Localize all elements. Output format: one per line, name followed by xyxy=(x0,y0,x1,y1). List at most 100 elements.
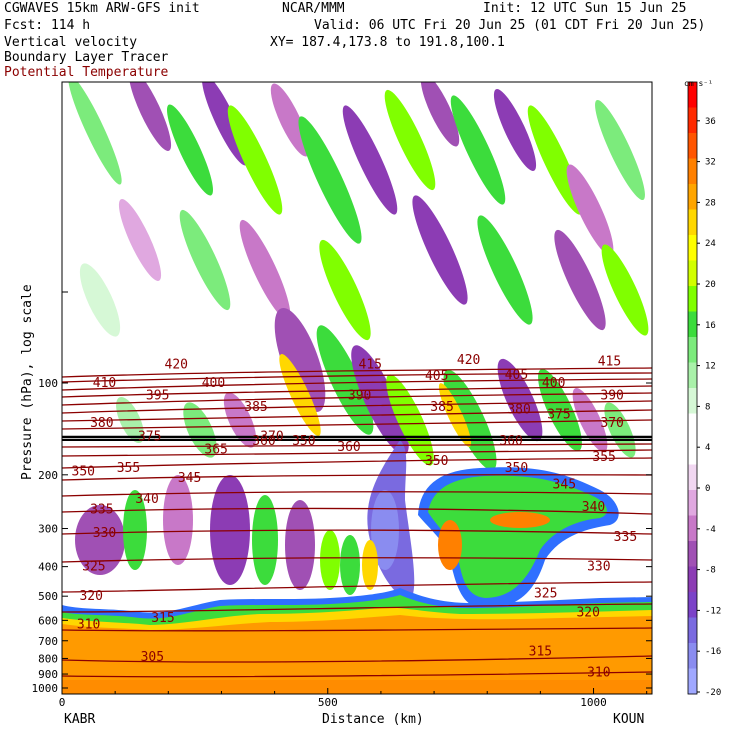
downdraft-band xyxy=(270,83,310,157)
x-tick-label: 1000 xyxy=(580,696,607,709)
downdraft-band xyxy=(128,82,172,152)
x-axis-label: Distance (km) xyxy=(322,712,424,727)
isentrope xyxy=(62,392,652,406)
theta-label: 370 xyxy=(260,430,283,445)
colorbar-tick-label: 20 xyxy=(705,280,716,290)
updraft-core xyxy=(438,383,472,447)
theta-label: 390 xyxy=(348,389,371,404)
updraft-band xyxy=(450,95,506,205)
updraft-lobe xyxy=(320,530,340,590)
y-tick-label: 800 xyxy=(38,652,58,665)
colorbar-swatch xyxy=(688,82,697,108)
y-tick-label: 600 xyxy=(38,614,58,627)
boundary-layer xyxy=(62,588,652,694)
isentrope xyxy=(62,443,652,448)
y-tick-label: 1000 xyxy=(32,682,59,695)
theta-label: 340 xyxy=(582,500,605,515)
colorbar-units: cm s⁻¹ xyxy=(684,79,713,88)
y-tick-label: 700 xyxy=(38,635,58,648)
theta-label: 405 xyxy=(505,368,528,383)
colorbar-swatch xyxy=(688,158,697,185)
isentrope xyxy=(62,367,652,378)
updraft-lobe xyxy=(252,495,278,585)
theta-label: 400 xyxy=(542,376,565,391)
updraft-band xyxy=(68,82,122,185)
downdraft-column xyxy=(223,392,257,448)
theta-label: 310 xyxy=(587,666,610,681)
updraft-core xyxy=(362,540,378,590)
theta-label: 315 xyxy=(529,645,552,660)
colorbar-swatch xyxy=(688,643,697,669)
theta-label: 305 xyxy=(141,650,164,665)
colorbar-swatch xyxy=(688,439,697,465)
colorbar-swatch xyxy=(688,490,697,516)
colorbar-swatch xyxy=(688,515,697,542)
organization-label: NCAR/MMM xyxy=(282,1,345,16)
theta-label: 415 xyxy=(598,354,621,369)
colorbar-swatch xyxy=(688,668,697,695)
theta-label: 345 xyxy=(553,477,576,492)
isentrope xyxy=(62,449,652,457)
downdraft-band xyxy=(118,198,162,282)
plume-core xyxy=(490,512,550,528)
updraft-column xyxy=(316,325,374,435)
updraft-column xyxy=(538,368,582,452)
updraft-band xyxy=(298,116,362,244)
x-tick-label: 0 xyxy=(59,696,66,709)
theta-label: 330 xyxy=(587,560,610,575)
theta-label: 315 xyxy=(151,611,174,626)
colorbar-swatch xyxy=(688,464,697,491)
theta-label: 415 xyxy=(359,358,382,373)
theta-label: 360 xyxy=(252,434,275,449)
plot-area: 420 415 420 415 410 400 405 405 400 390 395 385 390 3… xyxy=(62,82,652,694)
updraft-band xyxy=(384,89,436,191)
downdraft-band xyxy=(239,219,291,321)
left-endpoint-label: KABR xyxy=(64,712,96,727)
downdraft-lobe xyxy=(75,505,125,575)
colorbar-swatch xyxy=(688,362,697,389)
isentrope xyxy=(62,655,652,663)
colorbar: 36 32 28 24 20 16 12 8 4 0 -4 -8 -12 -16 -20 xyxy=(687,81,721,698)
theta-label: 400 xyxy=(202,376,225,391)
lower-left-wave-field xyxy=(75,475,378,595)
colorbar-tick-label: -12 xyxy=(705,606,721,616)
plume-inner xyxy=(428,475,607,598)
colorbar-swatch xyxy=(688,260,697,287)
theta-label: 390 xyxy=(600,389,623,404)
downdraft-column xyxy=(497,358,543,442)
theta-label: 350 xyxy=(292,434,315,449)
theta-label: 370 xyxy=(600,416,623,431)
colorbar-tick-label: -16 xyxy=(705,647,721,657)
downdraft-column xyxy=(351,345,409,455)
plot-frame xyxy=(61,81,653,695)
y-tick-label: 200 xyxy=(38,469,58,482)
downdraft-column xyxy=(274,307,326,413)
theta-label: 335 xyxy=(90,503,113,518)
forecast-hour: Fcst: 114 h xyxy=(4,18,91,33)
downdraft-band xyxy=(342,105,398,215)
updraft-band xyxy=(477,215,533,325)
theta-label: 365 xyxy=(204,442,227,457)
colorbar-swatch xyxy=(688,311,697,338)
surface-layer xyxy=(62,680,652,694)
updraft-band xyxy=(595,99,645,201)
updraft-band xyxy=(227,105,283,215)
colorbar-swatch xyxy=(688,617,697,644)
isentrope xyxy=(62,491,652,497)
theta-label: 345 xyxy=(178,471,201,486)
theta-label: 325 xyxy=(534,587,557,602)
colorbar-tick-label: 4 xyxy=(705,443,710,453)
colorbar-swatch xyxy=(688,133,697,159)
theta-label: 420 xyxy=(165,358,188,373)
theta-label: 360 xyxy=(499,434,522,449)
isentrope xyxy=(62,627,652,632)
isentrope xyxy=(62,507,652,515)
colorbar-swatch xyxy=(688,592,697,618)
x-tick-label: 500 xyxy=(318,696,338,709)
colorbar-swatch xyxy=(688,286,697,312)
colorbar-tick-label: -20 xyxy=(705,688,721,698)
field-label-potential-temperature: Potential Temperature xyxy=(4,65,169,80)
colorbar-swatch xyxy=(688,413,697,440)
theta-label: 405 xyxy=(425,369,448,384)
